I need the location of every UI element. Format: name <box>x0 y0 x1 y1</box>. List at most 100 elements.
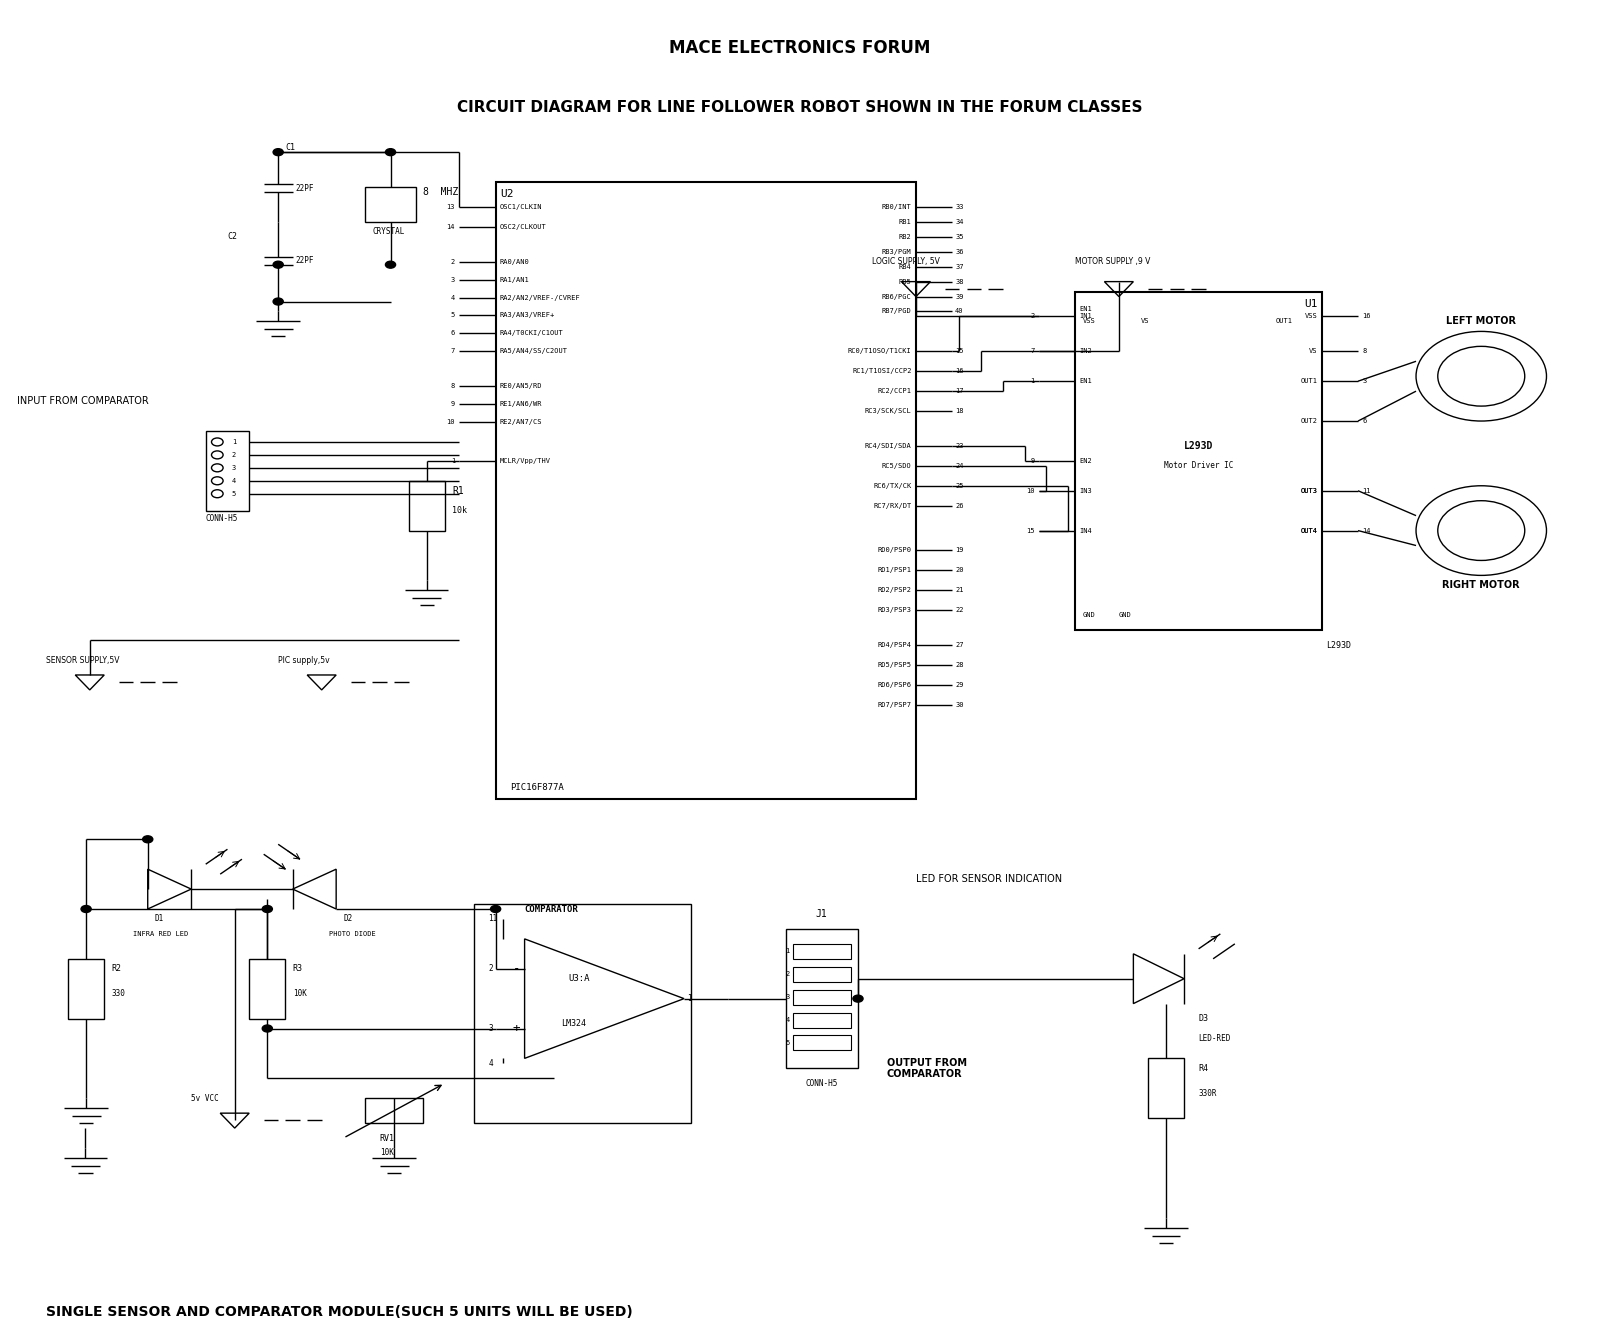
Text: 16: 16 <box>1363 313 1371 320</box>
Text: RB1: RB1 <box>899 218 912 225</box>
Text: RD6/PSP6: RD6/PSP6 <box>878 682 912 688</box>
Bar <box>474 904 691 1123</box>
Text: 1: 1 <box>451 458 454 463</box>
Text: D3: D3 <box>1198 1014 1208 1023</box>
Text: 9: 9 <box>451 402 454 407</box>
Bar <box>69 959 104 1019</box>
Text: 8: 8 <box>451 383 454 390</box>
Text: 2: 2 <box>488 964 493 973</box>
Text: COMPARATOR: COMPARATOR <box>525 905 578 913</box>
Text: MCLR/Vpp/THV: MCLR/Vpp/THV <box>499 458 550 463</box>
Text: R4: R4 <box>1198 1065 1208 1073</box>
Text: R1: R1 <box>453 486 464 495</box>
Text: RB4: RB4 <box>899 264 912 269</box>
Text: IN2: IN2 <box>1080 348 1093 355</box>
Bar <box>206 431 250 510</box>
Text: L293D: L293D <box>1184 441 1213 451</box>
Text: 3: 3 <box>786 994 790 1000</box>
Text: RD4/PSP4: RD4/PSP4 <box>878 643 912 648</box>
Text: 7: 7 <box>1030 348 1035 355</box>
Text: 10k: 10k <box>453 506 467 516</box>
Text: 330: 330 <box>112 990 125 998</box>
Text: 4: 4 <box>451 295 454 300</box>
Text: 3: 3 <box>232 465 237 471</box>
Text: LEFT MOTOR: LEFT MOTOR <box>1446 316 1517 327</box>
Bar <box>792 990 851 1004</box>
Text: RB0/INT: RB0/INT <box>882 204 912 210</box>
Text: RB3/PGM: RB3/PGM <box>882 249 912 254</box>
Bar <box>408 481 445 530</box>
Text: OUT1: OUT1 <box>1275 319 1293 324</box>
Text: 6: 6 <box>451 331 454 336</box>
Text: IN4: IN4 <box>1080 528 1093 533</box>
Text: RD3/PSP3: RD3/PSP3 <box>878 608 912 613</box>
Text: 10: 10 <box>446 419 454 424</box>
Text: RB7/PGD: RB7/PGD <box>882 308 912 315</box>
Text: VS: VS <box>1309 348 1317 355</box>
Text: OUT4: OUT4 <box>1301 528 1317 533</box>
Text: LOGIC SUPPLY, 5V: LOGIC SUPPLY, 5V <box>872 257 941 266</box>
Text: RB5: RB5 <box>899 279 912 285</box>
Text: LED-RED: LED-RED <box>1198 1034 1230 1043</box>
Text: 3: 3 <box>1363 378 1366 384</box>
Text: PHOTO DIODE: PHOTO DIODE <box>330 931 376 937</box>
Bar <box>365 1098 422 1123</box>
Text: 30: 30 <box>955 702 963 708</box>
Text: 11: 11 <box>488 915 498 924</box>
Text: 29: 29 <box>955 682 963 688</box>
Text: CONN-H5: CONN-H5 <box>805 1079 838 1087</box>
Text: RC4/SDI/SDA: RC4/SDI/SDA <box>866 443 912 449</box>
Text: C2: C2 <box>227 232 237 241</box>
Circle shape <box>386 261 395 268</box>
Bar <box>365 187 416 222</box>
Text: CRYSTAL: CRYSTAL <box>373 228 405 236</box>
Text: 10: 10 <box>1026 487 1035 494</box>
Text: RA2/AN2/VREF-/CVREF: RA2/AN2/VREF-/CVREF <box>499 295 581 300</box>
Circle shape <box>491 905 501 912</box>
Text: 11: 11 <box>1363 487 1371 494</box>
Text: RC2/CCP1: RC2/CCP1 <box>878 388 912 394</box>
Text: J1: J1 <box>816 909 827 919</box>
Text: 22PF: 22PF <box>296 256 314 265</box>
Text: OSC2/CLKOUT: OSC2/CLKOUT <box>499 224 547 230</box>
Text: RA0/AN0: RA0/AN0 <box>499 258 530 265</box>
Text: VSS: VSS <box>1083 319 1096 324</box>
Text: RV1: RV1 <box>379 1134 394 1142</box>
Text: RIGHT MOTOR: RIGHT MOTOR <box>1443 580 1520 590</box>
Circle shape <box>142 836 154 842</box>
Text: RB2: RB2 <box>899 234 912 240</box>
Text: RC0/T1OSO/T1CKI: RC0/T1OSO/T1CKI <box>848 348 912 355</box>
Bar <box>792 1012 851 1027</box>
Text: 20: 20 <box>955 568 963 573</box>
Text: 28: 28 <box>955 661 963 668</box>
Text: 1: 1 <box>786 948 790 955</box>
Text: 9: 9 <box>1030 458 1035 463</box>
Text: 1: 1 <box>232 439 237 445</box>
Text: R3: R3 <box>293 964 302 973</box>
Text: VSS: VSS <box>1304 313 1317 320</box>
Text: RD2/PSP2: RD2/PSP2 <box>878 588 912 593</box>
Text: RE1/AN6/WR: RE1/AN6/WR <box>499 402 542 407</box>
Text: 5: 5 <box>451 312 454 319</box>
Circle shape <box>386 149 395 155</box>
Text: 34: 34 <box>955 218 963 225</box>
Text: 16: 16 <box>955 368 963 374</box>
Circle shape <box>82 905 91 912</box>
Bar <box>792 944 851 959</box>
Circle shape <box>262 1026 272 1032</box>
Text: 1: 1 <box>686 994 691 1003</box>
Text: 17: 17 <box>955 388 963 394</box>
Text: OUT1: OUT1 <box>1301 378 1317 384</box>
Circle shape <box>274 149 283 155</box>
Text: 15: 15 <box>1026 528 1035 533</box>
Text: 5v VCC: 5v VCC <box>192 1094 219 1103</box>
Text: 27: 27 <box>955 643 963 648</box>
Text: 8  MHZ: 8 MHZ <box>422 187 458 197</box>
Circle shape <box>262 905 272 912</box>
Text: U3:A: U3:A <box>568 975 589 983</box>
Text: -: - <box>512 963 520 975</box>
Text: 24: 24 <box>955 463 963 469</box>
Text: RD1/PSP1: RD1/PSP1 <box>878 568 912 573</box>
Text: PIC16F877A: PIC16F877A <box>510 783 563 791</box>
Text: INFRA RED LED: INFRA RED LED <box>133 931 189 937</box>
